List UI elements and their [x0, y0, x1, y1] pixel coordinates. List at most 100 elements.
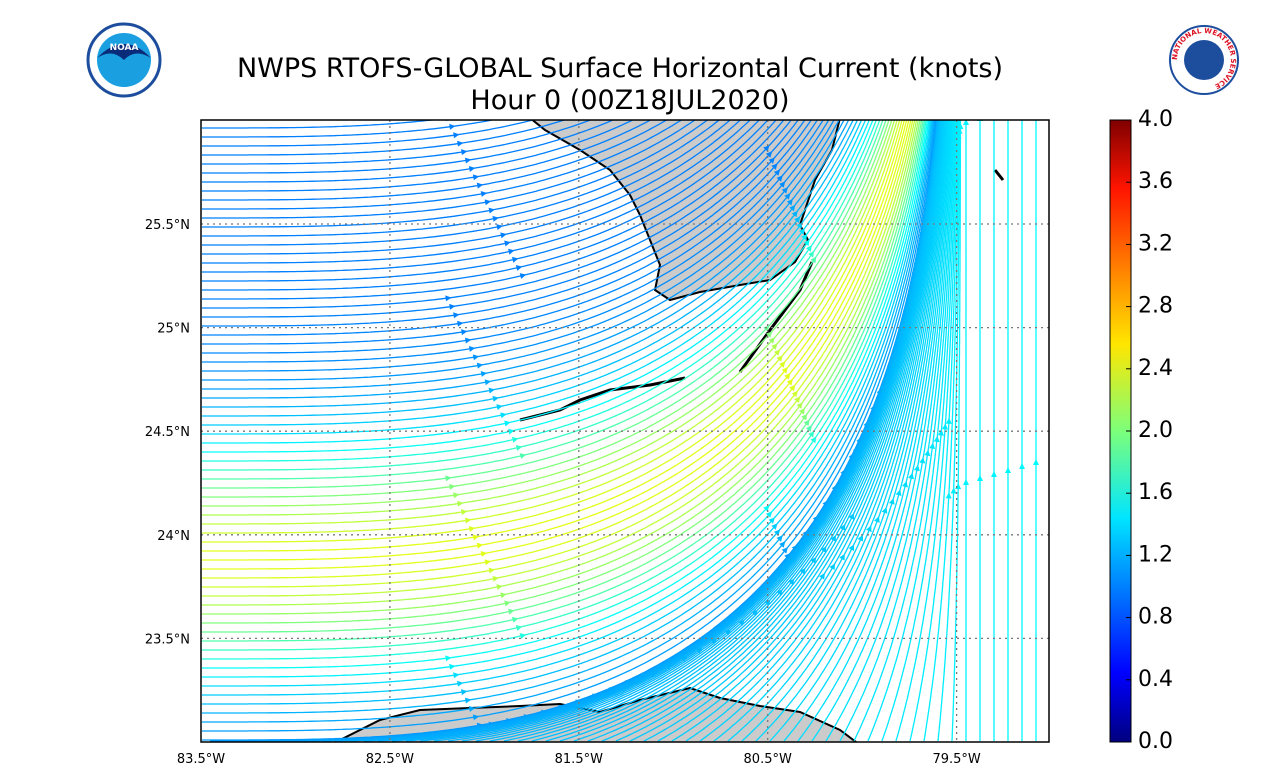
arrow — [461, 329, 468, 336]
arrow — [464, 697, 472, 704]
streamline — [202, 120, 896, 516]
streamline — [202, 120, 898, 525]
arrow — [680, 656, 688, 662]
arrow — [781, 187, 788, 194]
arrow — [515, 624, 523, 631]
arrow — [484, 559, 492, 566]
arrow — [773, 169, 781, 176]
streamline — [202, 120, 785, 300]
streamline — [202, 120, 769, 282]
arrow — [511, 616, 519, 623]
arrow — [500, 232, 507, 239]
streamline — [202, 120, 830, 363]
lat-label: 24°N — [157, 529, 190, 544]
arrow — [781, 367, 788, 374]
arrow — [991, 111, 997, 117]
arrow — [508, 248, 515, 255]
streamline — [202, 120, 567, 156]
arrow — [799, 567, 806, 575]
arrow — [457, 140, 464, 147]
arrow — [781, 547, 788, 554]
arrow — [504, 240, 511, 247]
streamline — [825, 120, 954, 742]
arrow — [937, 429, 944, 436]
arrow — [453, 312, 460, 319]
grid — [201, 120, 1049, 742]
arrow — [963, 120, 969, 125]
arrow — [461, 689, 468, 696]
arrow — [776, 535, 783, 542]
streamline — [951, 120, 962, 742]
arrow — [496, 584, 503, 590]
streamline — [867, 120, 957, 742]
streamline — [202, 120, 912, 579]
lon-label: 80.5°W — [744, 752, 792, 767]
streamline — [202, 120, 438, 129]
arrow — [445, 295, 452, 302]
streamline — [202, 120, 916, 597]
streamline — [202, 120, 910, 570]
streamline — [202, 120, 870, 444]
arrow — [801, 413, 808, 421]
lat-label: 25.5°N — [145, 218, 190, 233]
streamline — [202, 120, 914, 588]
streamline — [202, 120, 927, 660]
arrow — [895, 489, 902, 497]
arrow — [468, 705, 476, 712]
arrow — [771, 163, 778, 170]
arrow — [963, 479, 969, 485]
arrow — [945, 492, 952, 499]
arrow — [476, 362, 484, 369]
arrow — [445, 475, 452, 482]
arrow — [805, 425, 812, 432]
streamline — [202, 120, 935, 714]
streamline — [727, 120, 948, 742]
arrow — [902, 480, 908, 488]
streamline — [202, 120, 824, 354]
arrow — [449, 123, 456, 130]
arrow — [468, 345, 476, 352]
lon-label: 83.5°W — [177, 752, 225, 767]
streamline — [657, 120, 945, 742]
streamline — [202, 120, 937, 732]
arrow — [519, 453, 527, 459]
colorbar-label: 1.2 — [1138, 542, 1173, 567]
colorbar-label: 0.8 — [1138, 605, 1173, 630]
streamlines — [202, 111, 1039, 742]
streamline — [573, 120, 942, 742]
streamline — [202, 120, 918, 606]
map-area — [201, 111, 1049, 742]
arrow — [798, 407, 805, 415]
arrow — [784, 193, 791, 200]
streamline — [202, 120, 496, 138]
arrow — [519, 633, 527, 639]
arrow — [794, 396, 801, 403]
streamline — [741, 120, 949, 742]
arrow — [786, 198, 793, 206]
arrow — [808, 430, 815, 438]
streamline — [202, 120, 859, 417]
arrow — [771, 343, 778, 350]
arrow — [881, 507, 888, 514]
arrow — [830, 535, 837, 542]
streamline — [545, 120, 941, 742]
arrow — [464, 337, 472, 344]
streamline — [671, 120, 946, 742]
arrow — [445, 655, 452, 662]
arrow — [484, 379, 492, 386]
streamline — [202, 120, 923, 633]
arrow — [488, 387, 496, 394]
streamline — [202, 120, 926, 651]
colorbar-label: 3.6 — [1138, 169, 1173, 194]
streamline — [202, 120, 536, 147]
arrow — [803, 239, 810, 247]
arrow — [808, 250, 815, 258]
streamline — [202, 120, 696, 219]
arrow — [810, 556, 817, 564]
arrow — [801, 233, 808, 241]
arrow — [515, 444, 523, 451]
streamline — [853, 120, 956, 742]
streamline — [783, 120, 951, 742]
arrow — [779, 181, 786, 188]
arrow — [492, 395, 499, 402]
